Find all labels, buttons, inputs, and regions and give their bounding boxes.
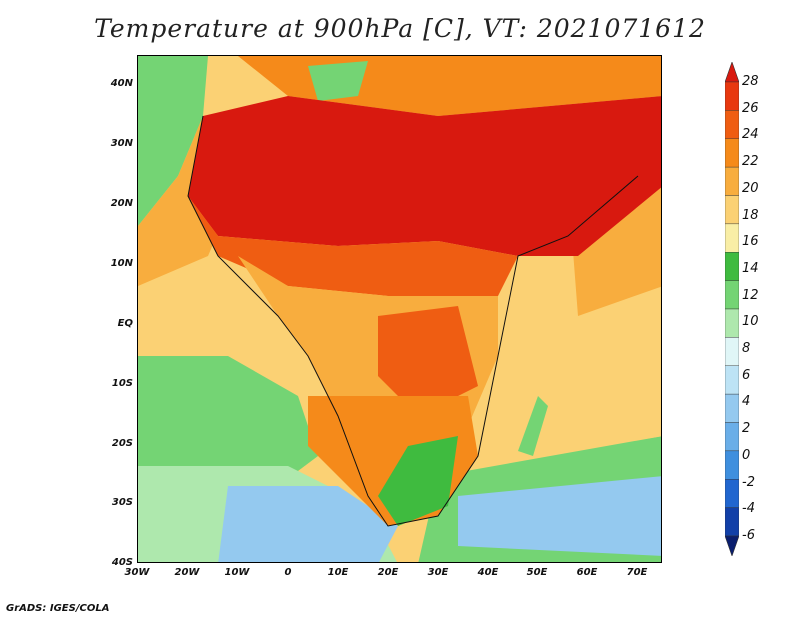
colorbar-bottom-triangle <box>724 535 740 557</box>
colorbar-label: 28 <box>742 74 759 89</box>
colorbar-segment <box>724 280 740 310</box>
colorbar-label: 0 <box>742 447 751 463</box>
colorbar-segment <box>724 450 740 480</box>
colorbar-label: 26 <box>742 100 759 116</box>
temperature-map <box>138 56 661 562</box>
colorbar-label: -6 <box>742 528 755 543</box>
colorbar-label: 4 <box>742 394 751 410</box>
lon-label: 30W <box>124 567 150 578</box>
lon-label: 40E <box>477 567 499 578</box>
colorbar-segment <box>724 138 740 168</box>
colorbar-label: 18 <box>742 207 759 223</box>
chart-title: Temperature at 900hPa [C], VT: 202107161… <box>94 14 706 43</box>
colorbar-segment <box>724 393 740 423</box>
sahara-arabia-hot <box>188 96 661 256</box>
colorbar-label: 8 <box>742 341 751 357</box>
madagascar <box>518 396 548 456</box>
colorbar-label: 2 <box>742 421 751 437</box>
colorbar-segment <box>724 166 740 196</box>
central-africa-warm <box>378 306 478 416</box>
lon-label: 10E <box>327 567 349 578</box>
colorbar-segment <box>724 308 740 338</box>
southern-africa-cool <box>378 436 458 526</box>
sahel-band <box>188 196 518 296</box>
colorbar-label: -2 <box>742 474 755 490</box>
lat-label: 20S <box>111 438 133 449</box>
colorbar-top-triangle <box>724 61 740 83</box>
europe-green-patch <box>308 61 368 101</box>
colorbar-segment <box>724 337 740 366</box>
colorbar-label: -4 <box>742 501 755 517</box>
credit-text: GrADS: IGES/COLA <box>6 603 110 614</box>
colorbar-svg <box>724 61 740 557</box>
lon-label: 70E <box>626 567 648 578</box>
colorbar-segment <box>724 479 740 508</box>
lon-label: 20E <box>377 567 399 578</box>
ocean-atlantic-north-green <box>138 56 208 226</box>
colorbar-segment <box>724 365 740 395</box>
colorbar-segment <box>724 422 740 452</box>
colorbar-segment <box>724 252 740 281</box>
colorbar-label: 6 <box>742 367 751 383</box>
lat-label: 30N <box>110 138 133 149</box>
lon-label: 10W <box>224 567 250 578</box>
lon-label: 30E <box>427 567 449 578</box>
ocean-south-indian-cold <box>458 476 661 556</box>
lon-label: 60E <box>576 567 598 578</box>
africa-coastline <box>187 115 639 527</box>
colorbar-label: 14 <box>742 260 759 276</box>
colorbar-segment <box>724 81 740 111</box>
lon-label: 50E <box>526 567 548 578</box>
lat-label: 30S <box>111 497 133 508</box>
colorbar-segment <box>724 110 740 139</box>
colorbar-label: 20 <box>742 180 759 196</box>
ocean-south-cold <box>218 486 398 562</box>
lat-label: 40N <box>110 78 133 89</box>
map-panel <box>137 55 662 563</box>
colorbar-segment <box>724 223 740 253</box>
lat-label: 20N <box>110 198 133 209</box>
lon-label: 0 <box>284 567 292 578</box>
lon-label: 20W <box>174 567 200 578</box>
colorbar-label: 24 <box>742 127 759 143</box>
lat-label: EQ <box>117 318 133 329</box>
lat-label: 40S <box>111 557 133 568</box>
ocean-south-atlantic-green <box>138 356 318 486</box>
lat-label: 10S <box>111 378 133 389</box>
colorbar-segment <box>724 195 740 225</box>
colorbar-label: 10 <box>742 314 759 330</box>
colorbar <box>724 61 740 557</box>
colorbar-label: 16 <box>742 234 759 250</box>
lat-label: 10N <box>110 258 133 269</box>
colorbar-label: 12 <box>742 287 759 303</box>
colorbar-label: 22 <box>742 154 759 170</box>
colorbar-segment <box>724 507 740 537</box>
